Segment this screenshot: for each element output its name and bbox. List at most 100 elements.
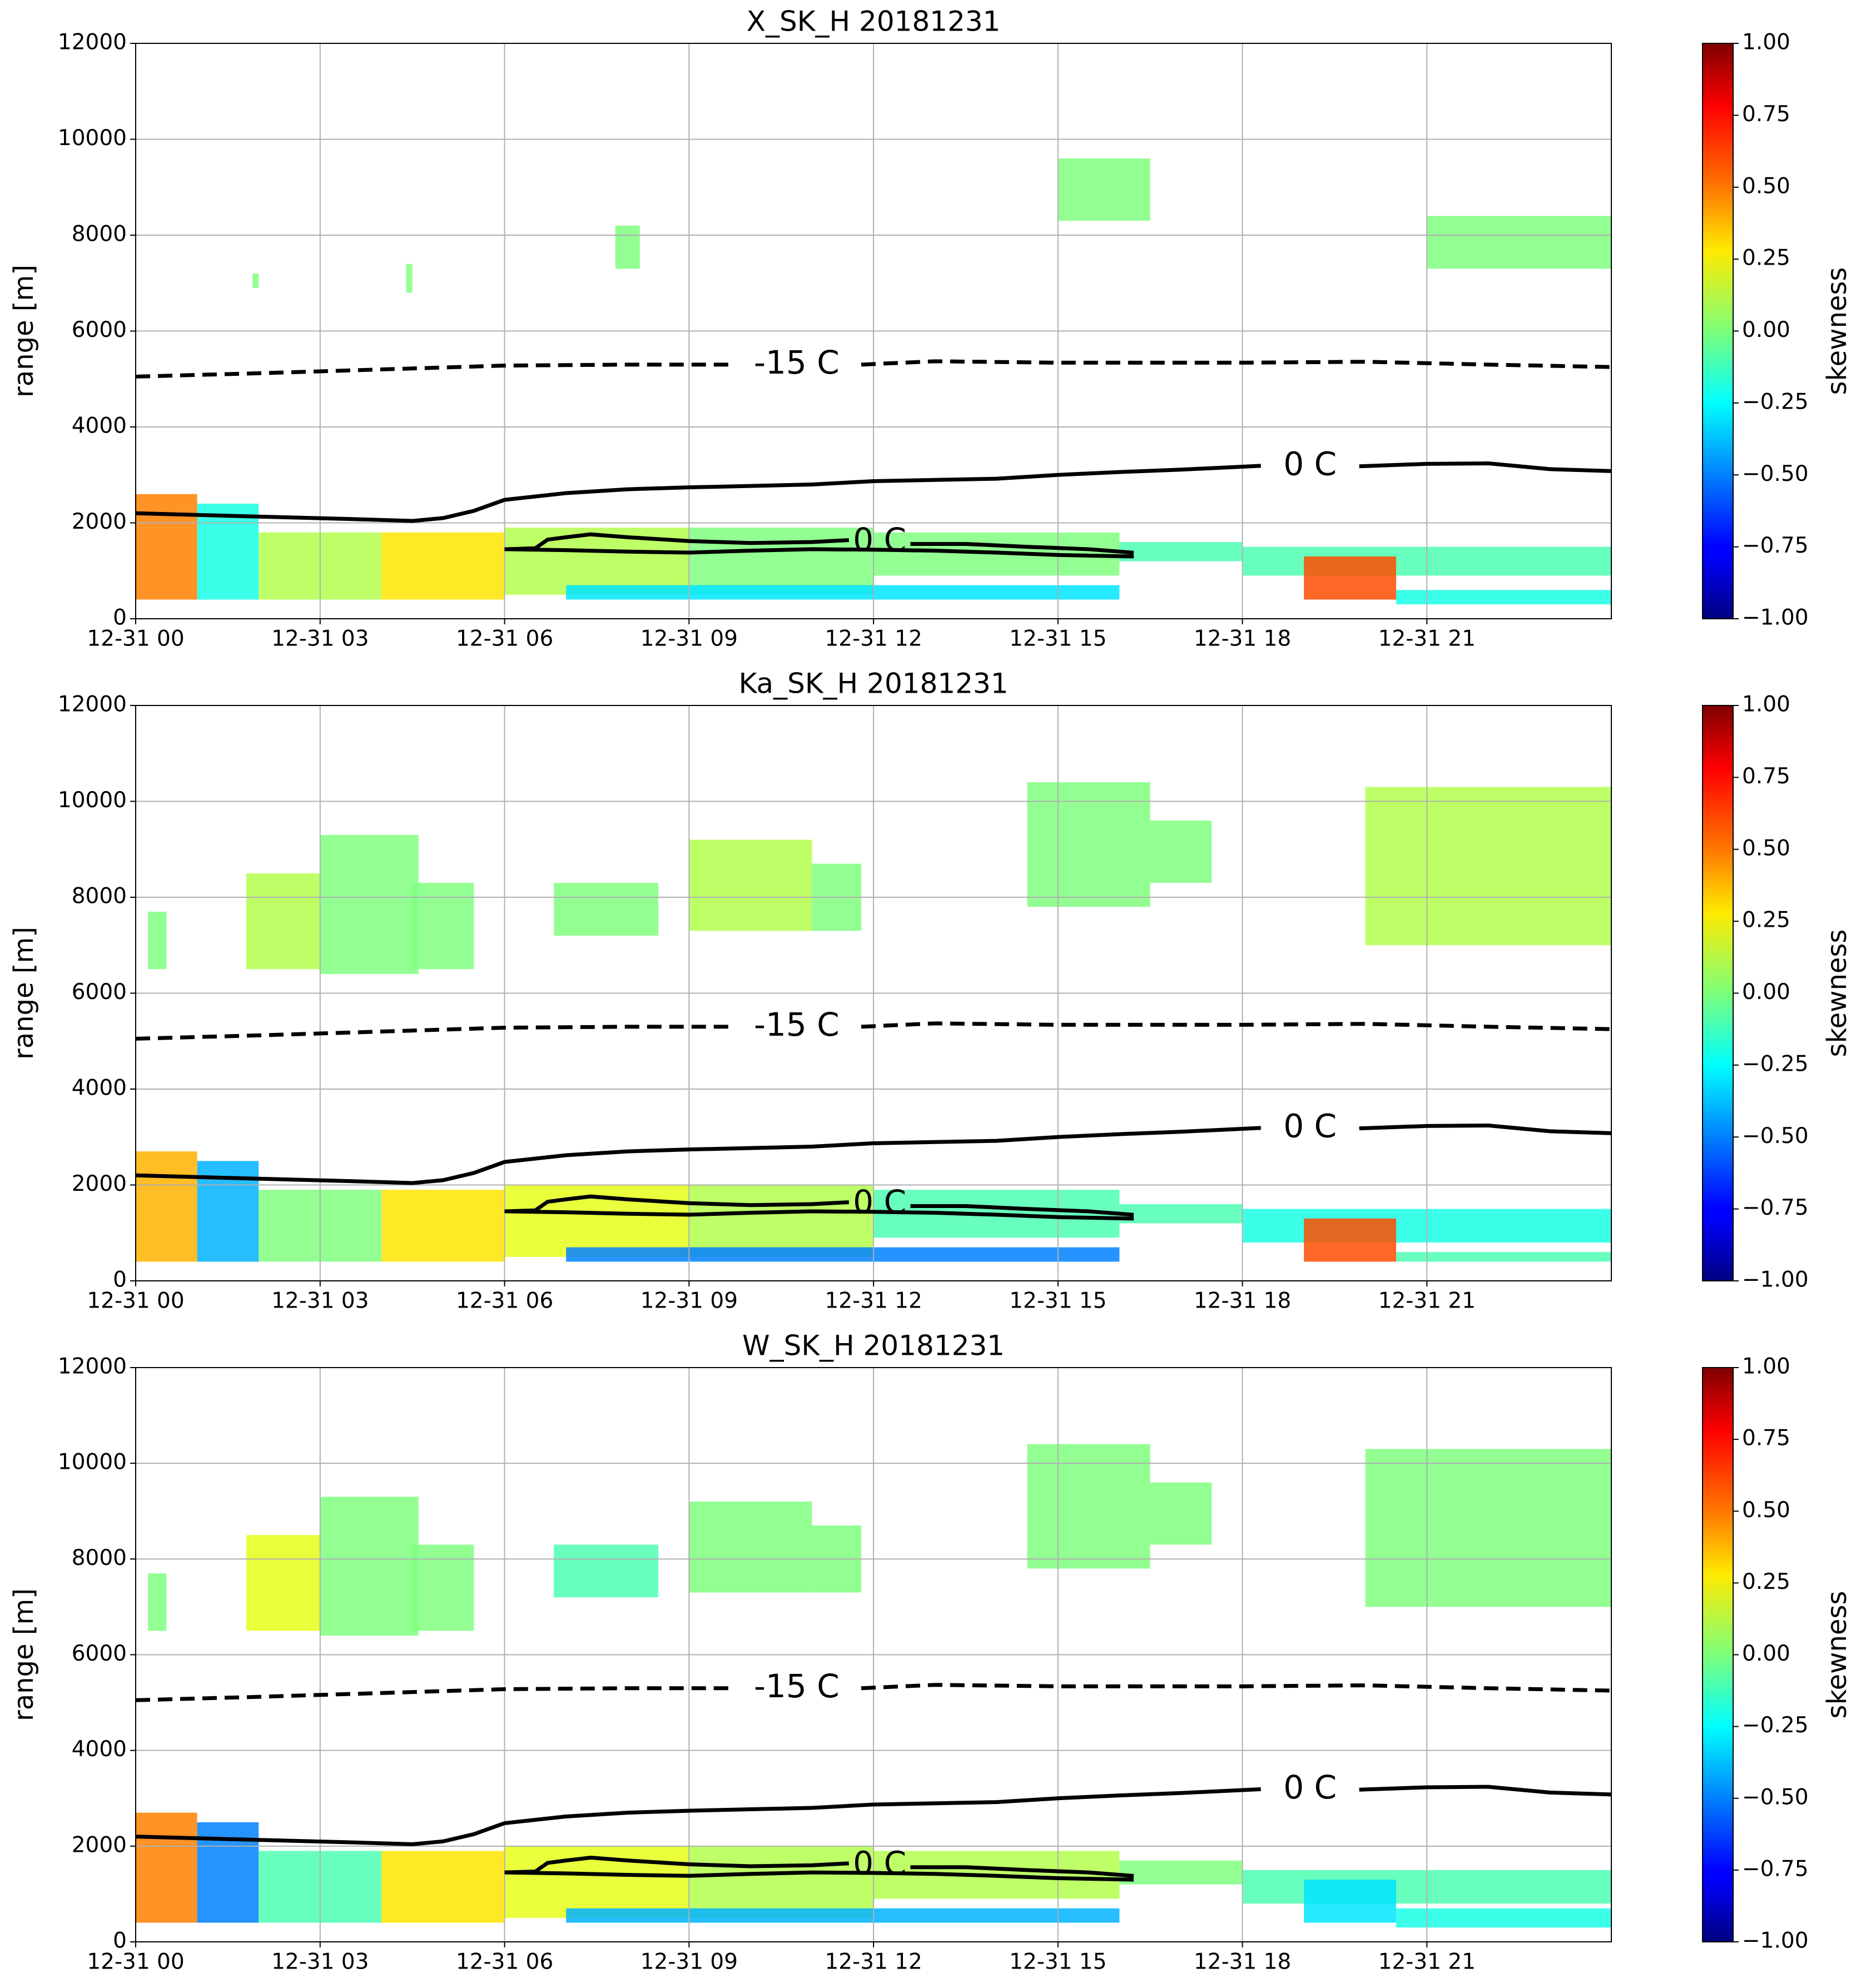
- echo-region: [1365, 1449, 1611, 1607]
- y-tick-label: 2000: [72, 1832, 127, 1857]
- echo-region: [148, 1573, 167, 1631]
- echo-region: [1396, 590, 1611, 605]
- x-tick-label: 12-31 21: [1378, 1950, 1476, 1975]
- echo-region: [320, 1497, 419, 1636]
- isotherm-line: [135, 1686, 732, 1702]
- x-tick-label: 12-31 06: [456, 627, 553, 652]
- panel: 12-31 00 12-31 03 12-31 06 12-31 09 12-31 12…: [8, 668, 1853, 1314]
- panel: 12-31 00 12-31 03 12-31 06 12-31 09 12-31 12…: [8, 1330, 1853, 1975]
- y-tick-label: 10000: [58, 788, 127, 813]
- colorbar-tick-label: 0.00: [1742, 1641, 1790, 1666]
- echo-region: [1119, 542, 1243, 561]
- echo-region: [689, 528, 874, 595]
- x-tick-label: 12-31 15: [1009, 1289, 1106, 1314]
- echo-region: [381, 1190, 505, 1262]
- y-tick-label: 8000: [72, 1545, 127, 1570]
- y-tick-label: 12000: [58, 692, 127, 717]
- colorbar-tick-label: 0.25: [1742, 908, 1790, 933]
- isotherm-line: [504, 1204, 1134, 1221]
- y-tick-label: 10000: [58, 1450, 127, 1475]
- y-tick-label: 10000: [58, 126, 127, 151]
- isotherm-line: [135, 1787, 1261, 1846]
- isotherm-label: -15 C: [754, 344, 840, 381]
- isotherm-label: -15 C: [754, 1667, 840, 1705]
- echo-region: [1304, 1880, 1396, 1923]
- plot-frame: [135, 705, 1612, 1281]
- echo-region: [1396, 1908, 1611, 1928]
- x-tick-label: 12-31 21: [1378, 627, 1476, 652]
- isotherm-line: [135, 362, 732, 379]
- x-tick-label: 12-31 12: [825, 1950, 922, 1975]
- colorbar-tick-label: 0.75: [1742, 102, 1790, 127]
- x-tick-label: 12-31 06: [456, 1289, 553, 1314]
- echo-region: [320, 834, 419, 974]
- chart-title: Ka_SK_H 20181231: [738, 668, 1008, 700]
- colorbar: [1702, 43, 1734, 619]
- colorbar-tick-label: −0.75: [1742, 1195, 1809, 1220]
- x-tick-label: 12-31 12: [825, 1289, 922, 1314]
- isotherm-label: 0 C: [853, 1844, 906, 1882]
- colorbar-label: skewness: [1822, 1591, 1853, 1719]
- x-tick-label: 12-31 18: [1194, 1289, 1291, 1314]
- echo-region: [412, 1544, 474, 1631]
- y-tick-label: 8000: [72, 884, 127, 909]
- colorbar: [1702, 1367, 1734, 1942]
- echo-region: [136, 1812, 197, 1923]
- y-tick-label: 8000: [72, 222, 127, 247]
- isotherm-line: [861, 1021, 1612, 1031]
- plot-frame: [135, 43, 1612, 619]
- x-tick-label: 12-31 15: [1009, 627, 1106, 652]
- echo-region: [1150, 1482, 1212, 1545]
- colorbar-tick-label: −0.50: [1742, 1785, 1809, 1810]
- echo-region: [566, 585, 1120, 600]
- colorbar-tick-label: 0.25: [1742, 246, 1790, 271]
- isotherm-label: 0 C: [1283, 1768, 1337, 1806]
- echo-region: [553, 1544, 658, 1598]
- isotherm-line: [504, 1855, 849, 1875]
- colorbar-tick-label: −0.75: [1742, 1856, 1809, 1881]
- isotherm-line: [504, 1194, 849, 1214]
- x-tick-label: 12-31 03: [271, 1289, 369, 1314]
- colorbar-tick-label: 1.00: [1742, 30, 1790, 55]
- echo-region: [566, 1247, 1120, 1262]
- isotherm-line: [504, 541, 1134, 559]
- y-tick-label: 0: [113, 605, 127, 630]
- isotherm-line: [1359, 1785, 1612, 1797]
- x-tick-label: 12-31 00: [87, 1950, 184, 1975]
- echo-region: [252, 274, 259, 288]
- isotherm-label: 0 C: [853, 521, 906, 559]
- y-tick-label: 4000: [72, 1737, 127, 1762]
- colorbar-tick-label: 0.00: [1742, 980, 1790, 1005]
- echo-region: [1058, 158, 1150, 221]
- echo-region: [1119, 1204, 1243, 1224]
- echo-region: [246, 1535, 320, 1631]
- chart-title: W_SK_H 20181231: [742, 1330, 1005, 1362]
- chart-title: X_SK_H 20181231: [747, 6, 1001, 38]
- isotherm-label: 0 C: [853, 1183, 906, 1221]
- echo-region: [1119, 1860, 1243, 1885]
- colorbar-tick-label: 0.00: [1742, 317, 1790, 342]
- x-tick-label: 12-31 09: [641, 1950, 738, 1975]
- echo-region: [689, 1185, 874, 1257]
- isotherm-line: [1359, 1124, 1612, 1135]
- colorbar-tick-label: 0.75: [1742, 764, 1790, 789]
- colorbar-tick-label: 1.00: [1742, 1354, 1790, 1379]
- colorbar-tick-label: −1.00: [1742, 1929, 1809, 1954]
- x-tick-label: 12-31 09: [641, 627, 738, 652]
- isotherm-label: 0 C: [1283, 445, 1337, 483]
- x-tick-label: 12-31 21: [1378, 1289, 1476, 1314]
- x-tick-label: 12-31 00: [87, 1289, 184, 1314]
- echo-region: [136, 494, 197, 600]
- y-tick-label: 4000: [72, 1076, 127, 1101]
- echo-region: [553, 883, 658, 936]
- colorbar-tick-label: 0.50: [1742, 173, 1790, 198]
- y-tick-label: 6000: [72, 1641, 127, 1666]
- isotherm-line: [135, 464, 1261, 523]
- echo-region: [1027, 1444, 1150, 1569]
- y-axis-label: range [m]: [8, 927, 39, 1060]
- echo-region: [148, 911, 167, 970]
- y-tick-label: 6000: [72, 317, 127, 342]
- isotherm-line: [504, 532, 849, 551]
- echo-region: [1427, 216, 1611, 269]
